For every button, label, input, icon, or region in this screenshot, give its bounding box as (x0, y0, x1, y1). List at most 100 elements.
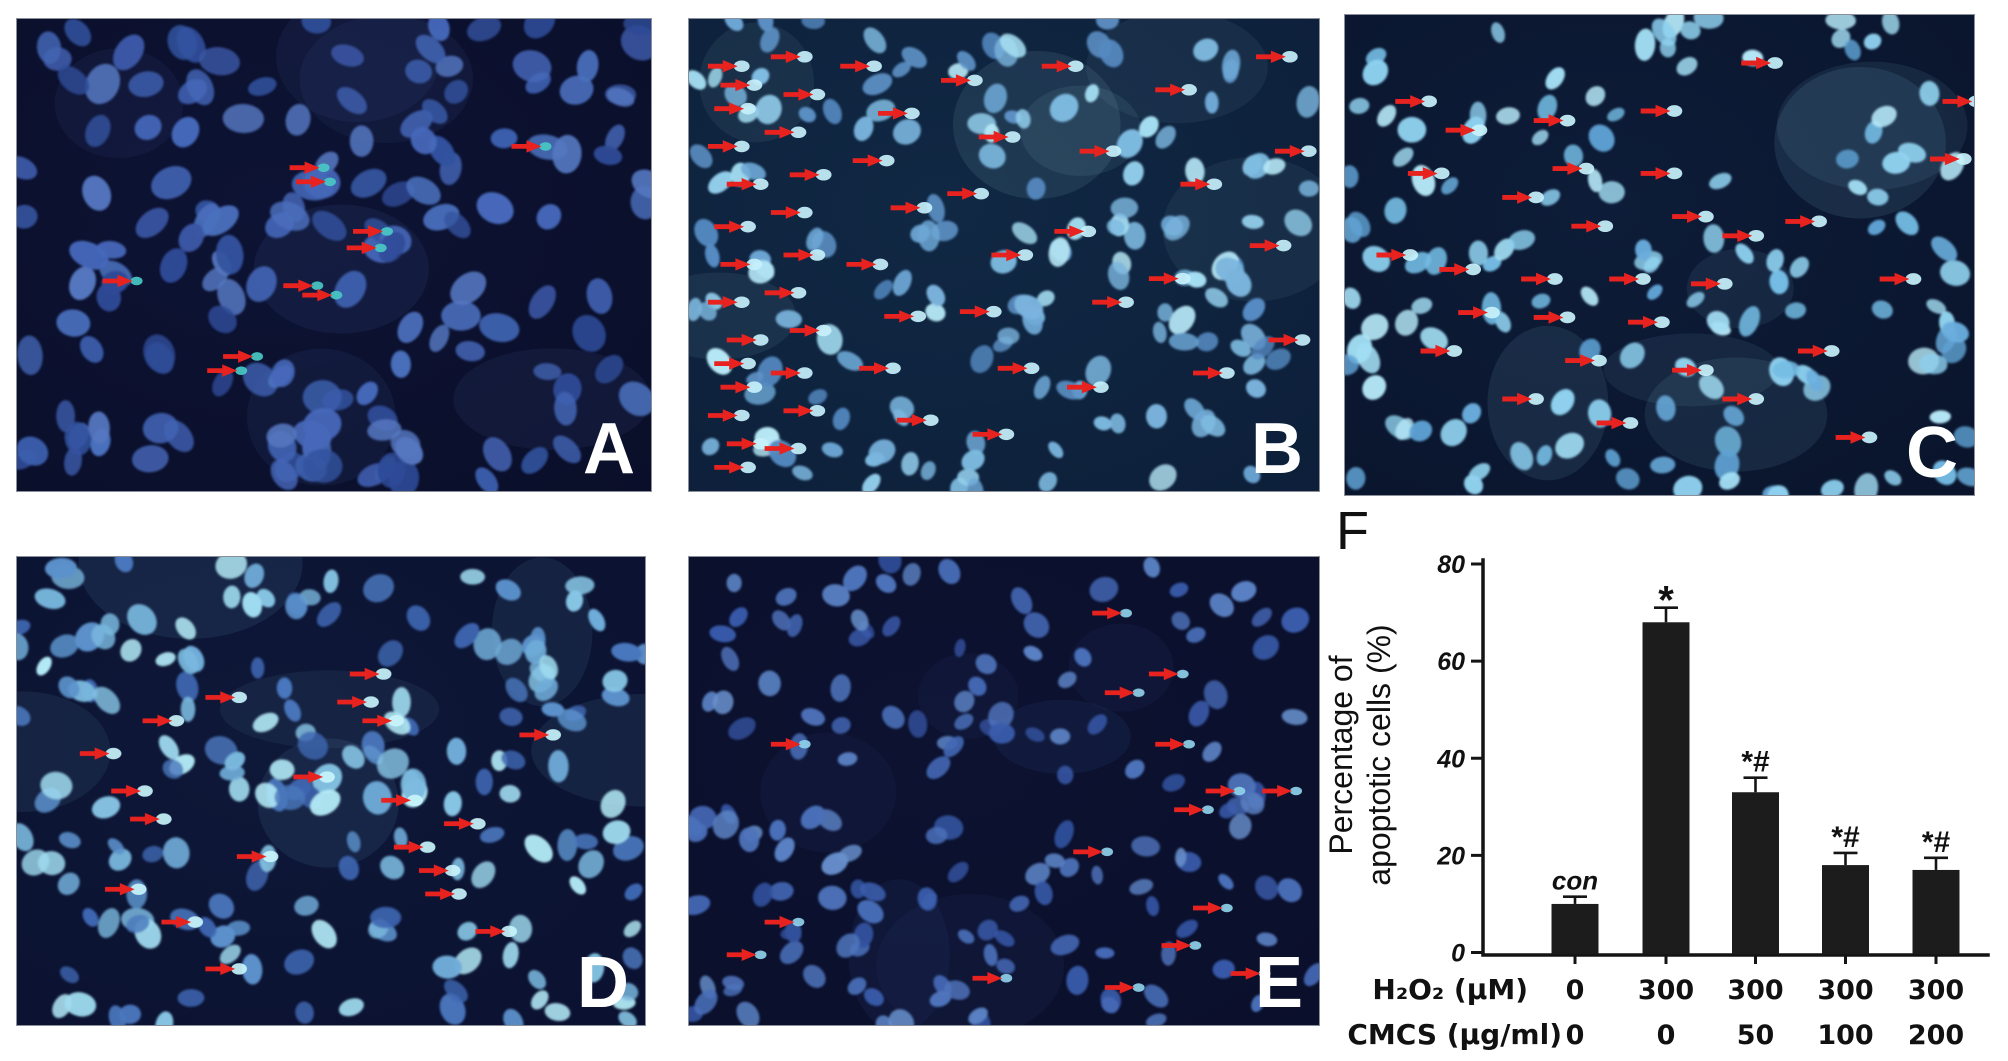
apoptotic-arrow-icon (1148, 667, 1179, 681)
cell-nucleus (143, 334, 176, 373)
cell-nucleus (246, 266, 277, 302)
cell-nucleus (1508, 230, 1536, 250)
apoptotic-arrow-icon (207, 364, 238, 377)
cell-nucleus (752, 882, 773, 907)
cell-nucleus (701, 438, 720, 456)
cell-nucleus (689, 70, 707, 90)
cell-nucleus (467, 19, 502, 42)
cell-nucleus (37, 851, 66, 876)
cell-nucleus (1536, 445, 1553, 466)
cell-nucleus (295, 1001, 314, 1024)
cell-nucleus (301, 19, 332, 34)
cell-nucleus (490, 128, 518, 149)
apoptotic-nucleus (1201, 805, 1214, 815)
cell-nucleus (1240, 791, 1265, 815)
cmcs-value: 100 (1817, 1020, 1873, 1051)
cell-nucleus (926, 194, 945, 223)
cell-nucleus (977, 919, 998, 941)
cell-nucleus (1789, 256, 1809, 278)
apoptotic-arrow-icon (770, 366, 801, 380)
apoptotic-arrow-icon (941, 74, 971, 87)
apoptotic-nucleus (922, 414, 939, 426)
cell-nucleus (1131, 836, 1160, 857)
apoptotic-arrow-icon (79, 747, 110, 760)
apoptotic-arrow-icon (726, 178, 757, 191)
cell-nucleus (421, 99, 448, 124)
cell-nucleus (443, 791, 462, 817)
cell-nucleus (536, 204, 562, 230)
cell-nucleus (1263, 158, 1286, 175)
cell-nucleus (512, 50, 552, 83)
apoptotic-nucleus (1597, 220, 1614, 233)
cell-nucleus (954, 638, 966, 658)
cell-nucleus (1537, 94, 1558, 121)
bar (1551, 903, 1599, 954)
cell-nucleus (721, 646, 740, 671)
apoptotic-arrow-icon (130, 812, 160, 826)
cell-nucleus (162, 837, 190, 869)
apoptotic-arrow-icon (1079, 145, 1110, 158)
cell-nucleus (808, 389, 828, 405)
cell-nucleus (586, 278, 613, 314)
cell-nucleus (707, 66, 723, 88)
cell-nucleus (380, 855, 405, 880)
cell-nucleus (202, 205, 239, 236)
apoptotic-arrow-icon (714, 357, 745, 370)
nuclei-layer (1345, 15, 1974, 495)
cell-nucleus (565, 590, 584, 612)
cell-nucleus (1895, 211, 1919, 236)
cell-nucleus (1265, 348, 1291, 370)
cell-nucleus (528, 285, 556, 319)
apoptotic-nucleus (1622, 417, 1639, 429)
cell-nucleus (548, 750, 569, 783)
apoptotic-arrow-icon (1407, 167, 1438, 180)
cell-nucleus (1555, 432, 1585, 459)
cell-nucleus (917, 887, 937, 911)
apoptotic-nucleus (1578, 162, 1595, 175)
cell-nucleus (1615, 468, 1640, 490)
cell-nucleus (509, 914, 533, 943)
cell-nucleus (269, 201, 310, 231)
arrow-layer (79, 667, 562, 976)
apoptotic-nucleus (251, 352, 264, 361)
apoptotic-nucleus (1120, 608, 1132, 618)
cell-nucleus (444, 979, 468, 1003)
cell-nucleus (1563, 144, 1584, 168)
cell-nucleus (1204, 91, 1219, 114)
cell-nucleus (920, 461, 936, 481)
cell-nucleus (432, 955, 463, 979)
cell-nucleus (503, 1008, 524, 1025)
cell-nucleus (552, 435, 582, 464)
cell-nucleus (390, 350, 411, 378)
cell-nucleus (17, 436, 49, 466)
cell-nucleus (1184, 398, 1205, 420)
nuclei-layer (17, 557, 645, 1025)
cell-nucleus (336, 86, 367, 115)
apoptotic-arrow-icon (972, 972, 1003, 985)
cell-nucleus (346, 831, 361, 853)
apoptotic-arrow-icon (726, 333, 757, 347)
apoptotic-arrow-icon (720, 78, 751, 92)
cell-nucleus (1693, 15, 1724, 29)
cell-nucleus (285, 593, 307, 620)
cell-nucleus (602, 669, 628, 692)
apoptotic-nucleus (746, 79, 763, 91)
cell-nucleus (177, 648, 199, 675)
cell-nucleus (689, 815, 704, 837)
apoptotic-nucleus (998, 428, 1015, 441)
cell-nucleus (88, 411, 110, 444)
apoptotic-nucleus (1004, 131, 1021, 143)
cell-nucleus (847, 977, 867, 995)
cell-nucleus (1123, 161, 1144, 186)
cell-nucleus (997, 327, 1020, 345)
cell-nucleus (1785, 302, 1806, 319)
apoptotic-arrow-icon (1092, 296, 1123, 309)
cell-nucleus (126, 914, 150, 934)
cell-nucleus (957, 929, 975, 944)
cell-nucleus (1145, 1013, 1167, 1025)
cell-nucleus (64, 992, 97, 1017)
apoptotic-nucleus (966, 74, 983, 87)
cell-nucleus (588, 608, 606, 632)
cell-nucleus (242, 591, 263, 618)
cell-nucleus (1145, 403, 1167, 429)
